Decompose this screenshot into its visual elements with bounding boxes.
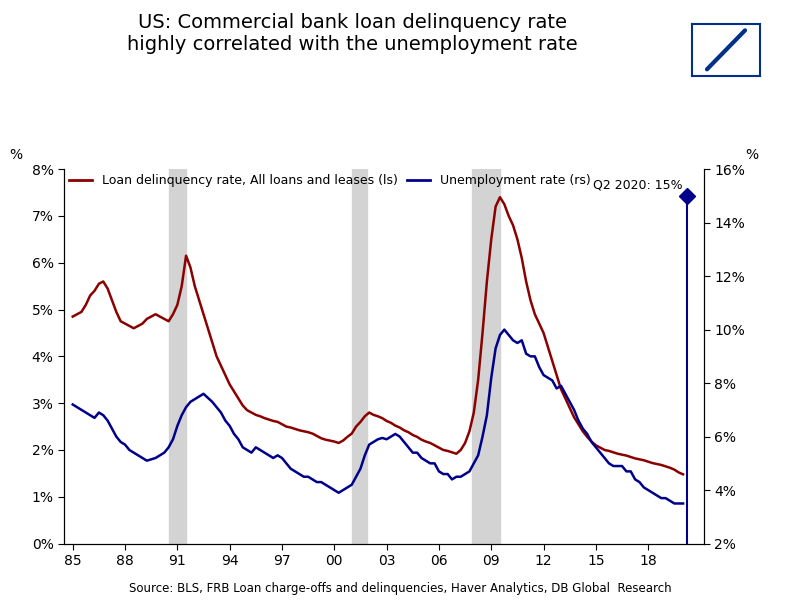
Bar xyxy=(169,169,186,544)
Legend: Loan delinquency rate, All loans and leases (ls), Unemployment rate (rs): Loan delinquency rate, All loans and lea… xyxy=(64,169,596,192)
Text: Source: BLS, FRB Loan charge-offs and delinquencies, Haver Analytics, DB Global : Source: BLS, FRB Loan charge-offs and de… xyxy=(129,582,671,595)
Text: %: % xyxy=(10,147,22,162)
Bar xyxy=(352,169,367,544)
Text: Q2 2020: 15%: Q2 2020: 15% xyxy=(593,179,682,192)
Text: US: Commercial bank loan delinquency rate
highly correlated with the unemploymen: US: Commercial bank loan delinquency rat… xyxy=(126,13,578,54)
Text: %: % xyxy=(746,147,758,162)
Bar xyxy=(472,169,500,544)
